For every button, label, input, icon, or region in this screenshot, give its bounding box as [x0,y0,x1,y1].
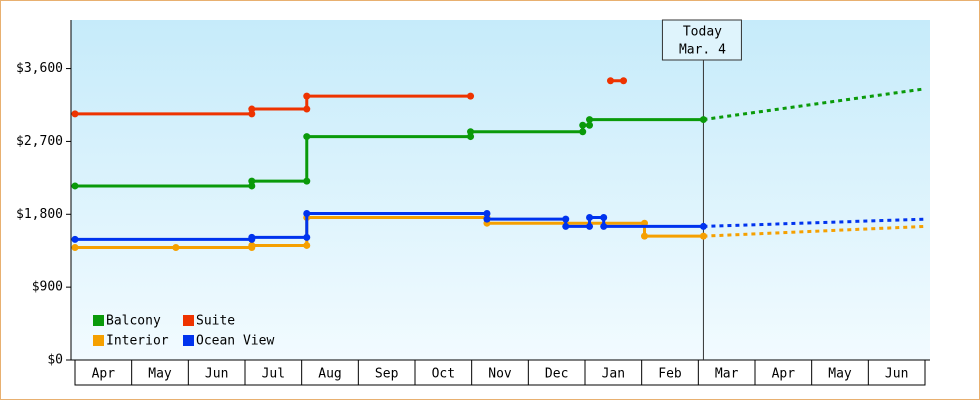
point [248,241,256,249]
point [248,105,256,113]
point [248,177,256,185]
point [600,222,608,230]
x-tick-label: Oct [432,367,455,382]
point [586,121,594,129]
y-tick-label: $1,800 [16,207,63,222]
point [641,232,648,240]
point [303,133,311,141]
point [303,233,311,241]
y-tick-label: $0 [47,353,63,368]
today-label: Today [683,25,722,40]
point [71,182,79,190]
x-tick-label: Jan [602,367,625,382]
x-tick-label: Sep [375,367,399,382]
x-tick-label: Feb [658,367,682,382]
point [303,177,311,185]
point [71,243,79,251]
point [248,182,256,190]
y-tick-label: $3,600 [16,61,63,76]
x-tick-label: May [828,367,852,382]
legend-swatch [183,315,194,326]
point [71,235,79,243]
point [172,243,180,251]
point [579,121,587,129]
point [699,232,707,240]
point [303,105,311,113]
point [483,215,491,223]
legend-label: Suite [196,314,235,329]
point [586,116,594,124]
point [467,133,475,141]
x-tick-label: Nov [488,367,512,382]
point [467,128,475,136]
point [699,116,707,124]
point [483,209,491,217]
forecast-line [703,87,926,122]
point [620,77,628,85]
x-tick-label: Aug [318,367,341,382]
x-tick-label: May [148,367,172,382]
point [71,110,79,118]
x-tick-label: Mar [715,367,739,382]
point [607,77,614,85]
point [248,233,256,241]
point [467,92,475,100]
x-tick-label: Jul [262,367,285,382]
legend-swatch [93,335,104,346]
point [562,215,570,223]
legend-label: Balcony [106,314,161,329]
legend-swatch [183,335,194,346]
point [600,214,608,222]
x-tick-label: Jun [885,367,908,382]
forecast-line [703,217,926,228]
legend-swatch [93,315,104,326]
x-tick-label: Apr [92,367,116,382]
point [303,92,311,100]
today-box [661,19,742,61]
y-tick-label: $900 [32,280,63,295]
x-tick-label: Dec [545,367,568,382]
legend-label: Interior [106,334,169,349]
x-axis-box [74,359,926,386]
plot-area [71,20,930,360]
point [586,222,594,230]
y-tick-label: $2,700 [16,134,63,149]
x-tick-label: Apr [772,367,796,382]
point [586,214,594,222]
point [303,241,311,249]
today-label: Mar. 4 [679,43,726,58]
point [248,110,256,118]
point [699,222,707,230]
point [579,128,587,136]
legend-label: Ocean View [196,334,274,349]
forecast-line [703,224,926,238]
x-tick-label: Jun [205,367,228,382]
point [562,222,570,230]
point [303,209,311,217]
